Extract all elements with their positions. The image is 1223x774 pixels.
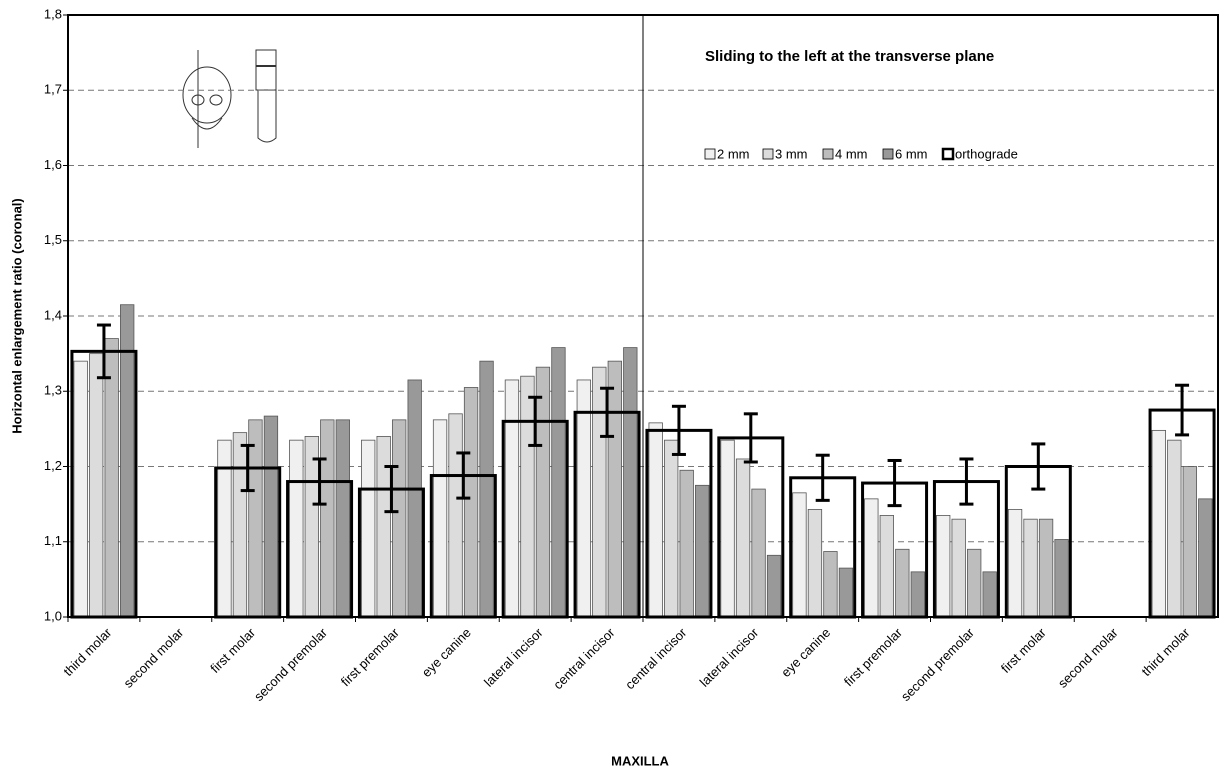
y-tick-label: 1,5 (44, 232, 62, 247)
x-tick-label: first premolar (841, 624, 906, 689)
bar (463, 387, 479, 618)
bar (592, 366, 607, 618)
bar (73, 360, 88, 618)
bar (1198, 498, 1213, 618)
bar (792, 492, 807, 618)
bar (664, 439, 679, 618)
bar (361, 439, 376, 618)
legend-swatch (882, 148, 894, 160)
bar (479, 360, 494, 618)
x-tick-label: third molar (60, 624, 115, 679)
bar (448, 413, 463, 618)
bar (1167, 439, 1182, 618)
bar (1151, 429, 1166, 618)
legend-label: 4 mm (835, 146, 868, 161)
bar (376, 435, 391, 618)
bar (551, 347, 566, 618)
legend-swatch (822, 148, 834, 160)
x-tick-label: third molar (1139, 624, 1194, 679)
bar (263, 415, 279, 618)
x-tick-label: eye canine (778, 625, 833, 680)
bar (1007, 508, 1023, 618)
legend-label: 3 mm (775, 146, 808, 161)
skull-icon (182, 49, 277, 148)
bar (766, 554, 782, 618)
y-tick-label: 1,6 (44, 157, 62, 172)
x-tick-label: central incisor (622, 624, 690, 692)
x-tick-label: second molar (1055, 624, 1121, 690)
y-tick-label: 1,4 (44, 307, 62, 322)
bar (320, 419, 335, 618)
y-tick-label: 1,0 (44, 608, 62, 623)
bar (823, 551, 838, 618)
legend-swatch (704, 148, 716, 160)
bar (982, 571, 997, 618)
bar (951, 518, 966, 618)
bar (504, 379, 520, 618)
bar (232, 432, 248, 618)
bar (936, 515, 951, 618)
y-axis-title: Horizontal enlargement ratio (coronal) (9, 198, 24, 433)
bar (623, 347, 638, 618)
y-tick-label: 1,2 (44, 458, 62, 473)
chart-title: Sliding to the left at the transverse pl… (705, 48, 994, 65)
bar (807, 508, 823, 618)
bar (751, 488, 766, 618)
x-tick-label: lateral incisor (481, 624, 546, 689)
y-tick-label: 1,7 (44, 82, 62, 97)
bar (1038, 518, 1054, 618)
x-tick-label: first molar (998, 624, 1049, 675)
bar (679, 469, 694, 618)
bar (289, 439, 304, 618)
bar (1054, 539, 1069, 618)
x-tick-label: second molar (121, 624, 187, 690)
bar (695, 484, 710, 618)
bar (520, 375, 535, 618)
x-tick-label: central incisor (550, 624, 618, 692)
y-tick-label: 1,1 (44, 533, 62, 548)
bar (910, 571, 925, 618)
legend-label: 2 mm (717, 146, 750, 161)
legend-label: 6 mm (895, 146, 928, 161)
bar (838, 567, 854, 618)
bar (1182, 466, 1197, 618)
bar (407, 379, 422, 618)
x-tick-label: second premolar (251, 624, 331, 704)
bar (248, 419, 263, 618)
x-tick-label: lateral incisor (697, 624, 762, 689)
x-tick-label: eye canine (419, 625, 474, 680)
bar (576, 379, 591, 618)
bar (304, 435, 319, 618)
x-tick-label: first molar (207, 624, 258, 675)
bar (335, 419, 350, 618)
x-axis-title: MAXILLA (611, 753, 669, 768)
bar (432, 419, 448, 618)
bar (89, 353, 104, 618)
y-tick-label: 1,3 (44, 383, 62, 398)
bar (104, 338, 119, 618)
bar (895, 548, 910, 618)
legend-label: orthograde (955, 146, 1018, 161)
legend-swatch (941, 147, 955, 161)
x-tick-label: first premolar (338, 624, 403, 689)
x-tick-label: second premolar (898, 624, 978, 704)
bar (535, 366, 551, 618)
bar (967, 548, 982, 618)
bar (720, 439, 735, 618)
bar (1023, 518, 1038, 618)
bar (648, 422, 663, 618)
bar (735, 458, 751, 618)
bar (879, 515, 894, 618)
bar (607, 360, 622, 618)
legend-swatch (762, 148, 774, 160)
y-tick-label: 1,8 (44, 6, 62, 21)
bar (864, 498, 879, 618)
bar (392, 419, 407, 618)
